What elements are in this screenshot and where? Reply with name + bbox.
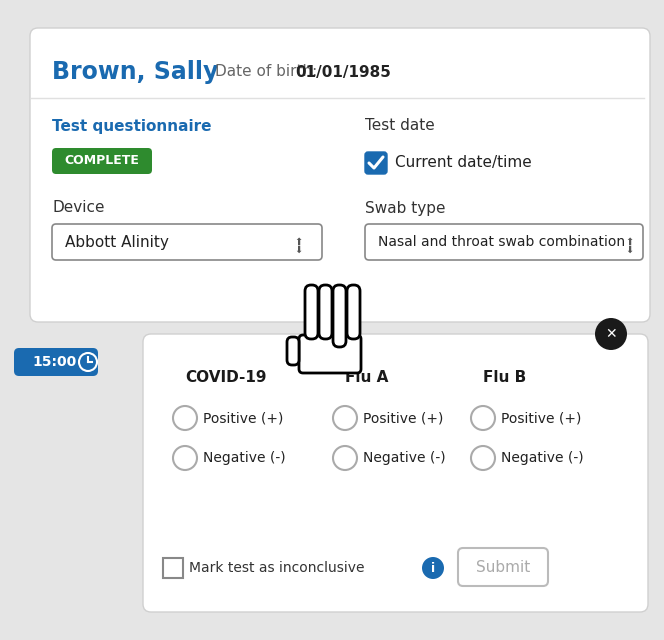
FancyBboxPatch shape (30, 28, 650, 322)
Text: Abbott Alinity: Abbott Alinity (65, 234, 169, 250)
Text: ⬇: ⬇ (294, 245, 302, 255)
FancyBboxPatch shape (333, 285, 346, 347)
Text: Device: Device (52, 200, 104, 216)
Text: Current date/time: Current date/time (395, 156, 532, 170)
Bar (0, 322, 664, 360)
Text: Date of birth:: Date of birth: (215, 65, 322, 79)
FancyBboxPatch shape (305, 285, 318, 339)
Circle shape (333, 446, 357, 470)
Text: Positive (+): Positive (+) (203, 411, 284, 425)
Text: COMPLETE: COMPLETE (64, 154, 139, 168)
Text: Negative (-): Negative (-) (363, 451, 446, 465)
Text: Test questionnaire: Test questionnaire (52, 118, 212, 134)
Text: Flu B: Flu B (483, 371, 527, 385)
FancyBboxPatch shape (52, 224, 322, 260)
Text: ⬆: ⬆ (294, 237, 302, 247)
Text: Nasal and throat swab combination: Nasal and throat swab combination (378, 235, 625, 249)
Text: Swab type: Swab type (365, 200, 446, 216)
Text: ⬆: ⬆ (625, 237, 633, 247)
FancyBboxPatch shape (347, 285, 360, 339)
Text: Mark test as inconclusive: Mark test as inconclusive (189, 561, 365, 575)
Circle shape (422, 557, 444, 579)
FancyBboxPatch shape (52, 148, 152, 174)
Text: Submit: Submit (476, 559, 530, 575)
Text: Positive (+): Positive (+) (363, 411, 444, 425)
Circle shape (471, 446, 495, 470)
Circle shape (333, 406, 357, 430)
Text: i: i (431, 561, 435, 575)
FancyBboxPatch shape (14, 348, 98, 376)
Text: 15:00: 15:00 (32, 355, 76, 369)
Text: Negative (-): Negative (-) (501, 451, 584, 465)
FancyBboxPatch shape (458, 548, 548, 586)
Text: ✕: ✕ (605, 327, 617, 341)
FancyBboxPatch shape (287, 337, 299, 365)
Text: 01/01/1985: 01/01/1985 (295, 65, 391, 79)
Bar (0, 322, 664, 640)
Bar (163, 558, 183, 578)
FancyBboxPatch shape (365, 224, 643, 260)
Text: COVID-19: COVID-19 (185, 371, 266, 385)
Text: Negative (-): Negative (-) (203, 451, 286, 465)
Text: Positive (+): Positive (+) (501, 411, 582, 425)
Text: ⬇: ⬇ (625, 245, 633, 255)
Text: Flu A: Flu A (345, 371, 388, 385)
Text: Brown, Sally: Brown, Sally (52, 60, 218, 84)
FancyBboxPatch shape (299, 335, 361, 373)
FancyBboxPatch shape (319, 285, 332, 339)
Circle shape (471, 406, 495, 430)
Circle shape (173, 406, 197, 430)
Circle shape (79, 353, 97, 371)
FancyBboxPatch shape (143, 334, 648, 612)
Circle shape (173, 446, 197, 470)
FancyBboxPatch shape (365, 152, 387, 174)
Text: Test date: Test date (365, 118, 435, 134)
Circle shape (595, 318, 627, 350)
